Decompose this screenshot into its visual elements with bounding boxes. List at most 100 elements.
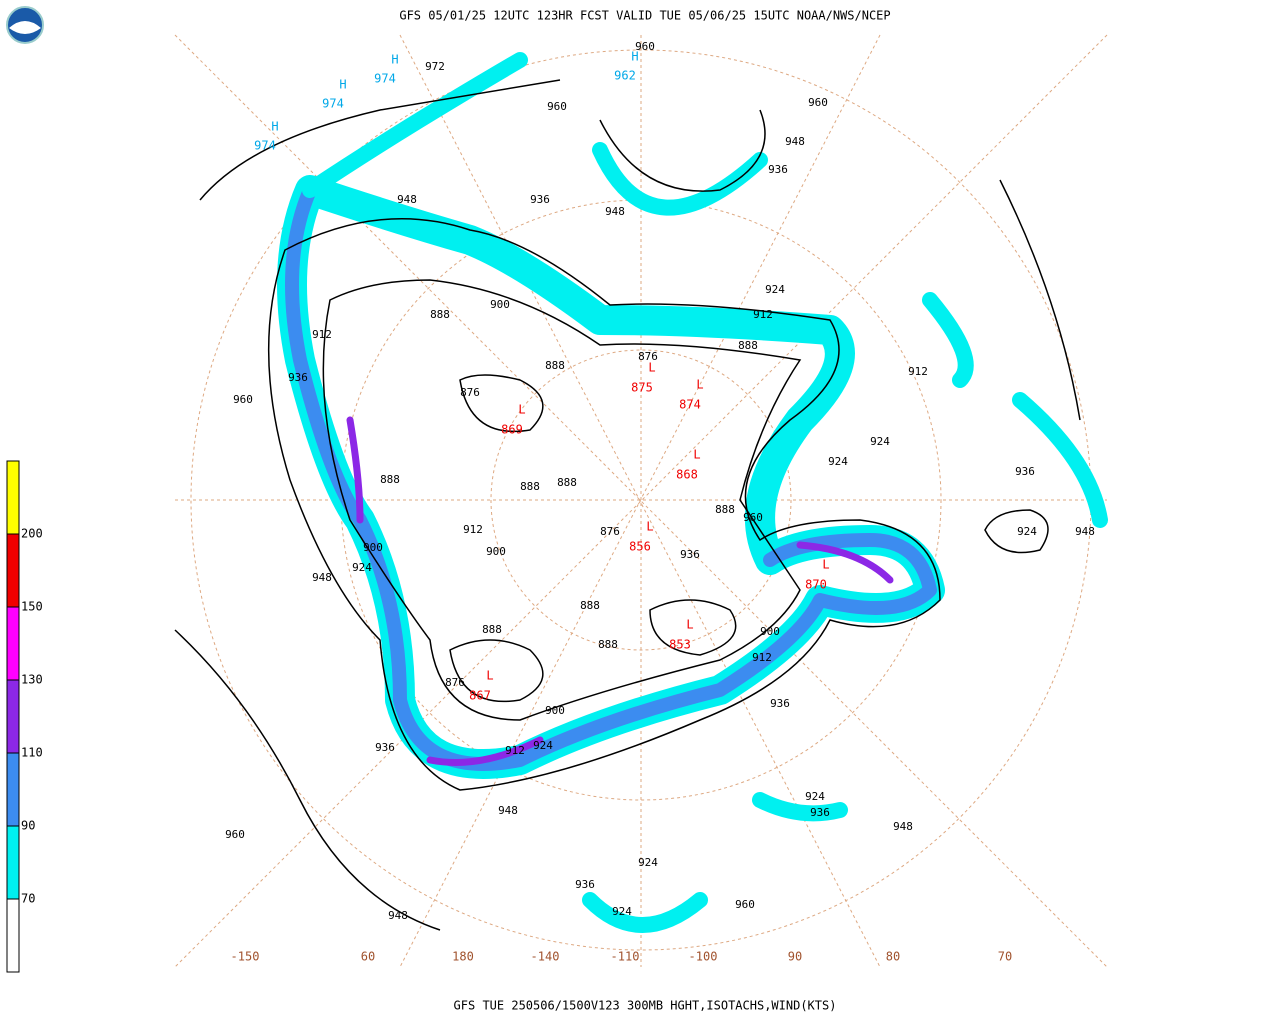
contour-label: 960 [635,40,655,53]
low-value: 869 [501,423,523,437]
contour-label: 888 [715,503,735,516]
longitude-label: 90 [788,950,802,964]
longitude-label: 70 [998,950,1012,964]
contour-label: 888 [380,473,400,486]
low-symbol: L [646,520,653,534]
contour-label: 924 [805,790,825,803]
colorbar-swatch [6,606,20,681]
contour-label: 948 [605,205,625,218]
contour-label: 936 [375,741,395,754]
contour-label: 888 [545,359,565,372]
contour-label: 912 [752,651,772,664]
longitude-label: -100 [689,950,718,964]
high-symbol: H [271,120,278,134]
logo [6,6,44,44]
low-value: 856 [629,540,651,554]
contour-label: 900 [490,298,510,311]
colorbar-swatch [6,825,20,900]
high-value: 962 [614,69,636,83]
contour-label: 876 [600,525,620,538]
longitude-label: -110 [611,950,640,964]
contour-label: 924 [870,435,890,448]
longitude-label: -140 [531,950,560,964]
contour-label: 900 [545,704,565,717]
footer: GFS TUE 250506/1500V123 300MB HGHT,ISOTA… [454,999,837,1013]
colorbar-label: 130 [21,673,43,687]
contour-label: 924 [638,856,658,869]
contour-label: 924 [352,561,372,574]
contour-label: 936 [530,193,550,206]
contour-label: 948 [1075,525,1095,538]
colorbar-label: 70 [21,892,35,906]
contour-label: 912 [908,365,928,378]
contour-label: 960 [743,511,763,524]
high-symbol: H [391,53,398,67]
low-value: 870 [805,578,827,592]
contour-label: 912 [463,523,483,536]
contour-label: 888 [520,480,540,493]
contour-label: 924 [765,283,785,296]
contour-label: 900 [760,625,780,638]
longitude-label: 180 [452,950,474,964]
low-symbol: L [518,403,525,417]
contour-label: 960 [547,100,567,113]
low-value: 868 [676,468,698,482]
colorbar: 70 90 110 130 150 200 [6,460,43,973]
colorbar-label: 90 [21,819,35,833]
low-symbol: L [822,558,829,572]
contour-label: 900 [363,541,383,554]
high-symbol: H [631,50,638,64]
contour-label: 948 [498,804,518,817]
high-value: 974 [374,72,396,86]
contour-label: 960 [225,828,245,841]
contour-label: 948 [397,193,417,206]
colorbar-label: 110 [21,746,43,760]
contour-label: 936 [770,697,790,710]
contour-label: 888 [430,308,450,321]
low-symbol: L [648,361,655,375]
high-symbol: H [339,78,346,92]
contour-label: 924 [533,739,553,752]
contour-label: 972 [425,60,445,73]
contour-label: 888 [580,599,600,612]
contour-label: 948 [388,909,408,922]
low-symbol: L [486,669,493,683]
contour-label: 888 [738,339,758,352]
longitude-label: -150 [231,950,260,964]
contour-label: 936 [288,371,308,384]
contour-label: 924 [828,455,848,468]
contour-label: 948 [893,820,913,833]
contour-label: 936 [768,163,788,176]
contour-label: 888 [557,476,577,489]
colorbar-swatch [6,679,20,754]
low-symbol: L [696,378,703,392]
contour-label: 936 [575,878,595,891]
colorbar-swatch [6,533,20,608]
high-value: 974 [254,139,276,153]
longitude-label: 60 [361,950,375,964]
contour-label: 912 [312,328,332,341]
low-value: 875 [631,381,653,395]
contour-label: 948 [312,571,332,584]
contour-label: 912 [505,744,525,757]
contour-label: 936 [810,806,830,819]
contour-label: 876 [460,386,480,399]
colorbar-label: 200 [21,527,43,541]
low-value: 874 [679,398,701,412]
title: GFS 05/01/25 12UTC 123HR FCST VALID TUE … [399,9,890,23]
contour-label: 924 [1017,525,1037,538]
contour-label: 900 [486,545,506,558]
longitude-label: 80 [886,950,900,964]
low-value: 867 [469,689,491,703]
low-value: 853 [669,638,691,652]
contour-label: 960 [735,898,755,911]
contour-label: 876 [445,676,465,689]
contour-label: 888 [482,623,502,636]
contour-label: 936 [1015,465,1035,478]
colorbar-swatch [6,752,20,827]
low-symbol: L [686,618,693,632]
high-value: 974 [322,97,344,111]
